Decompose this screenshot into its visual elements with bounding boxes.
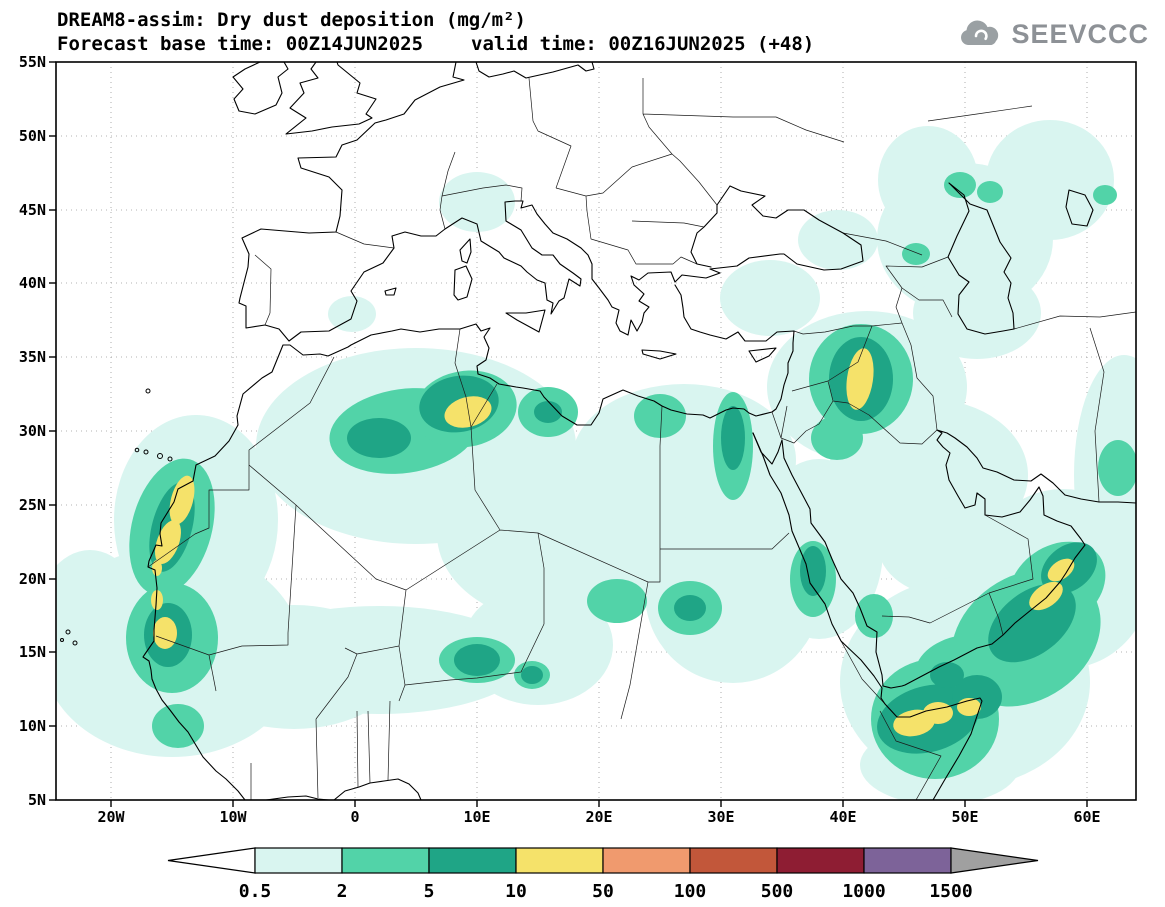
- coast-sardinia: [453, 265, 473, 301]
- lat-tick-label: 40N: [19, 274, 46, 292]
- lon-tick-label: 10E: [463, 808, 490, 826]
- lon-tick-label: 10W: [219, 808, 247, 826]
- valid-time: valid time: 00Z16JUN2025 (+48): [471, 33, 815, 55]
- coast-baltic: [475, 62, 595, 79]
- colorbar-labels: 0.5 2 5 10 50 100 500 1000 1500: [239, 881, 973, 902]
- colorbar-label: 100: [674, 881, 707, 902]
- colorbar-cell: [341, 847, 430, 874]
- colorbar-arrow-right: [950, 847, 1039, 874]
- colorbar-cell: [428, 847, 517, 874]
- colorbar-cell: [689, 847, 778, 874]
- lat-tick-label: 15N: [19, 643, 46, 661]
- coast-cyprus: [748, 347, 777, 363]
- lat-tick-label: 45N: [19, 201, 46, 219]
- title-line-1: DREAM8-assim: Dry dust deposition (mg/m²…: [57, 9, 526, 31]
- lat-tick-label: 25N: [19, 496, 46, 514]
- colorbar: 0.5 2 5 10 50 100 500 1000 1500: [167, 847, 1039, 902]
- lon-tick-label: 60E: [1073, 808, 1100, 826]
- seevccc-logo: SEEVCCC: [957, 18, 1149, 50]
- colorbar-label: 50: [592, 881, 614, 902]
- colorbar-label: 2: [337, 881, 348, 902]
- lon-tick-label: 0: [350, 808, 359, 826]
- coast-ireland: [232, 62, 289, 115]
- colorbar-arrow-left: [167, 847, 256, 874]
- lat-tick-label: 10N: [19, 717, 46, 735]
- lon-tick-label: 20E: [585, 808, 612, 826]
- country-borders: [147, 77, 1136, 800]
- lon-tick-label: 20W: [97, 808, 125, 826]
- coast-turkey-africa-atlantic: [142, 284, 795, 800]
- colorbar-cell: [776, 847, 865, 874]
- colorbar-label: 500: [761, 881, 794, 902]
- borders-europe: [254, 77, 1033, 326]
- lon-tick-label: 40E: [829, 808, 856, 826]
- lat-axis-labels: 55N 50N 45N 40N 35N 30N 25N 20N 15N 10N …: [19, 53, 46, 809]
- colorbar-label: 0.5: [239, 881, 272, 902]
- colorbar-cell: [254, 847, 343, 874]
- colorbar-cell: [515, 847, 604, 874]
- title-line-2: Forecast base time: 00Z14JUN2025 valid t…: [57, 33, 814, 55]
- coast-aral: [1065, 189, 1094, 227]
- lat-tick-label: 55N: [19, 53, 46, 71]
- colorbar-label: 10: [505, 881, 527, 902]
- lat-tick-label: 30N: [19, 422, 46, 440]
- logo-text: SEEVCCC: [1011, 18, 1149, 49]
- borders-africa: [147, 328, 942, 800]
- lat-tick-label: 20N: [19, 570, 46, 588]
- coast-sicily: [505, 309, 546, 333]
- coast-redsea-horn: [752, 432, 983, 800]
- colorbar-label: 1000: [842, 881, 885, 902]
- borders-middle-east: [771, 232, 1136, 636]
- axis-ticks: [49, 61, 1088, 807]
- lat-tick-label: 50N: [19, 127, 46, 145]
- coast-sinai: [752, 432, 783, 465]
- coast-crete: [641, 349, 677, 360]
- lat-tick-label: 35N: [19, 348, 46, 366]
- lon-tick-label: 50E: [951, 808, 978, 826]
- coast-mallorca: [384, 287, 397, 296]
- coast-caspian: [947, 182, 1015, 335]
- lat-tick-label: 5N: [28, 791, 46, 809]
- coast-gulf-of-guinea: [265, 778, 422, 800]
- colorbar-cell: [863, 847, 952, 874]
- colorbar-cell: [602, 847, 691, 874]
- island-dots: [60, 388, 173, 646]
- colorbar-label: 1500: [929, 881, 972, 902]
- lon-tick-label: 30E: [707, 808, 734, 826]
- coast-britain: [285, 62, 377, 135]
- forecast-base-time: Forecast base time: 00Z14JUN2025: [57, 33, 424, 55]
- coast-corsica: [459, 238, 472, 264]
- lon-axis-labels: 20W 10W 0 10E 20E 30E 40E 50E 60E: [97, 808, 1100, 826]
- cloud-icon: [961, 20, 999, 45]
- coast-arabia-iran: [781, 429, 1136, 689]
- colorbar-label: 5: [424, 881, 435, 902]
- coast-europe: [238, 62, 864, 342]
- coastlines: [60, 62, 1136, 800]
- dust-contours: [56, 120, 1136, 800]
